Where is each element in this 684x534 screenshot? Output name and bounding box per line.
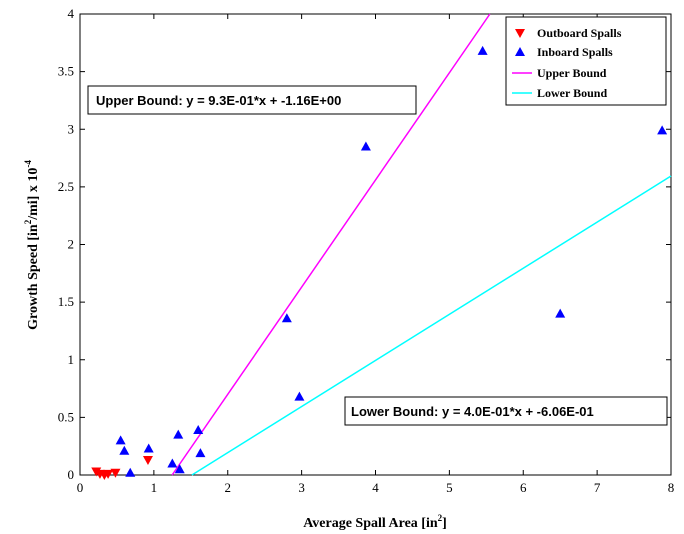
- y-tick-label: 4: [68, 6, 75, 21]
- y-tick-label: 0: [68, 467, 75, 482]
- outboard-spalls-point: [110, 468, 121, 478]
- y-tick-label: 1.5: [58, 294, 74, 309]
- inboard-spalls-point: [167, 458, 178, 468]
- inboard-spalls-point: [477, 45, 488, 55]
- x-tick-label: 4: [372, 480, 379, 495]
- inboard-spalls-point: [281, 313, 292, 323]
- legend: Outboard Spalls Inboard Spalls Upper Bou…: [505, 16, 667, 106]
- data-points: [91, 45, 668, 480]
- legend-label-lower: Lower Bound: [537, 86, 607, 100]
- x-tick-label: 8: [668, 480, 675, 495]
- axis-ticks: [79, 13, 672, 476]
- inboard-spalls-point: [115, 435, 126, 445]
- inboard-spalls-point: [294, 391, 305, 401]
- inboard-spalls-point: [125, 467, 136, 477]
- upper-bound-annotation: Upper Bound: y = 9.3E-01*x + -1.16E+00: [87, 85, 417, 115]
- inboard-spalls-point: [173, 429, 184, 439]
- outboard-spalls-point: [142, 456, 153, 466]
- legend-box: [505, 16, 667, 106]
- y-tick-label: 1: [68, 352, 75, 367]
- y-axis-label: Growth Speed [in2/mi] x 10-4: [23, 160, 41, 330]
- outboard-spalls-point: [103, 469, 114, 479]
- y-tick-label: 0.5: [58, 409, 74, 424]
- inboard-spalls-point: [119, 445, 130, 455]
- x-tick-label: 5: [446, 480, 453, 495]
- y-tick-labels: 0 0.5 1 1.5 2 2.5 3 3.5 4: [58, 6, 75, 482]
- x-tick-label: 2: [225, 480, 232, 495]
- x-tick-label: 6: [520, 480, 527, 495]
- inboard-spalls-point: [657, 125, 668, 135]
- x-tick-label: 1: [151, 480, 158, 495]
- lower-bound-line: [191, 175, 672, 476]
- inboard-spalls-point: [174, 464, 185, 474]
- inboard-spalls-point: [195, 448, 206, 458]
- x-tick-label: 3: [298, 480, 305, 495]
- inboard-spalls-point: [193, 425, 204, 435]
- inboard-spalls-point: [555, 308, 566, 318]
- legend-marker-inboard: [515, 47, 525, 56]
- y-tick-label: 3: [68, 121, 75, 136]
- inboard-spalls-point: [143, 443, 154, 453]
- inboard-spalls-point: [360, 141, 371, 151]
- y-tick-label: 2: [68, 237, 75, 252]
- upper-bound-equation: Upper Bound: y = 9.3E-01*x + -1.16E+00: [96, 93, 341, 108]
- y-tick-label: 2.5: [58, 179, 74, 194]
- x-axis-label: Average Spall Area [in2]: [303, 513, 447, 531]
- legend-label-upper: Upper Bound: [537, 66, 607, 80]
- lower-bound-equation: Lower Bound: y = 4.0E-01*x + -6.06E-01: [351, 404, 594, 419]
- x-tick-label: 0: [77, 480, 84, 495]
- bound-lines: [171, 13, 672, 476]
- y-tick-label: 3.5: [58, 64, 74, 79]
- x-tick-label: 7: [594, 480, 601, 495]
- legend-label-inboard: Inboard Spalls: [537, 45, 613, 59]
- legend-label-outboard: Outboard Spalls: [537, 26, 622, 40]
- lower-bound-annotation: Lower Bound: y = 4.0E-01*x + -6.06E-01: [344, 396, 668, 426]
- legend-marker-outboard: [515, 29, 525, 38]
- x-tick-labels: 0 1 2 3 4 5 6 7 8: [77, 480, 675, 495]
- upper-bound-line: [171, 13, 491, 476]
